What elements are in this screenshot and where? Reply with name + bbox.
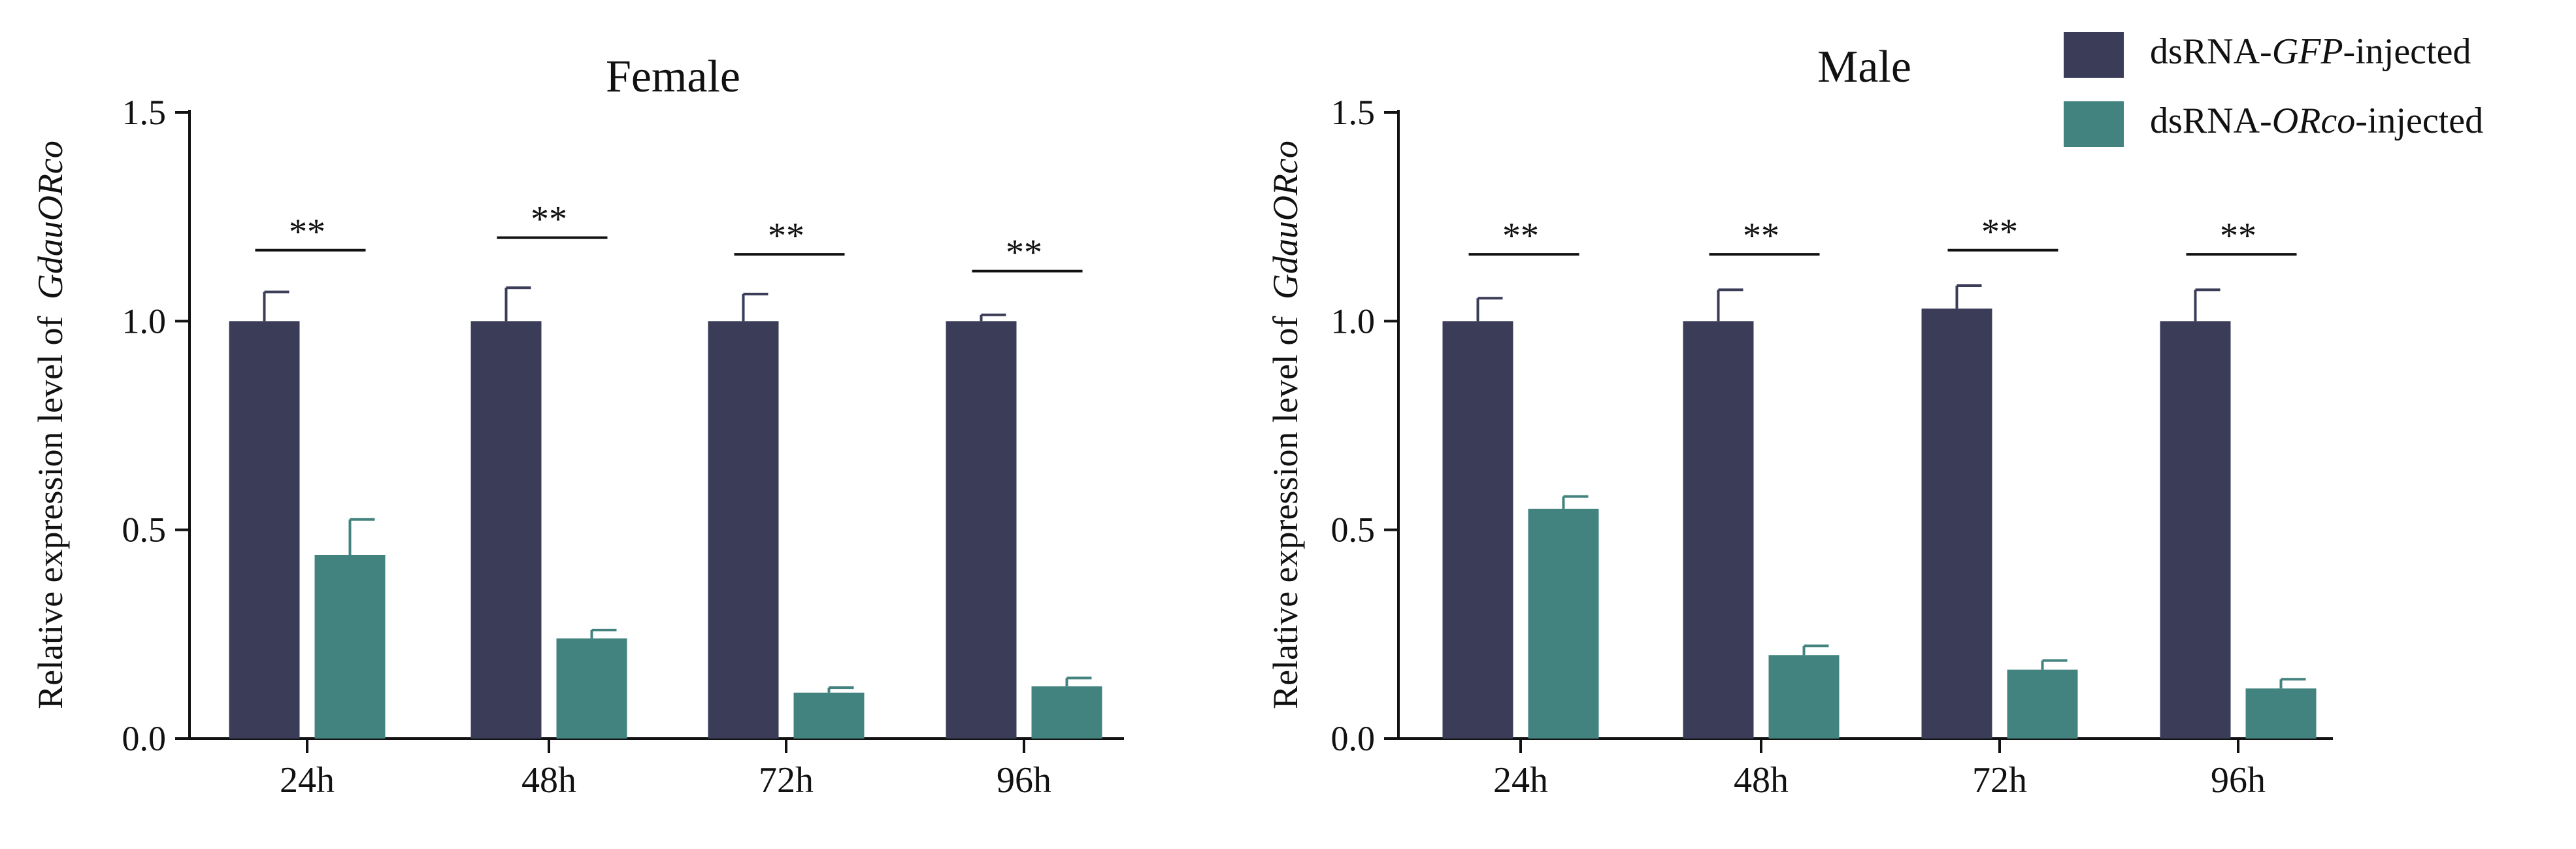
y-tick-label: 1.0 [1331, 301, 1376, 341]
significance-label: ** [768, 216, 804, 256]
significance-label: ** [289, 212, 325, 252]
x-tick-label: 48h [1734, 760, 1789, 801]
legend-label-part: ORco [2272, 101, 2356, 141]
legend-label-part: GFP [2272, 31, 2343, 72]
gfp-bar-24h [229, 321, 300, 739]
gfp-bar-72h [708, 321, 779, 739]
y-tick-label: 0.5 [1331, 510, 1376, 550]
y-tick-label: 0.0 [1331, 719, 1376, 758]
significance-label: ** [1006, 233, 1042, 273]
gfp-bar-96h [2160, 321, 2231, 739]
gfp-bar-48h [1683, 321, 1754, 739]
significance-label: ** [531, 199, 567, 240]
male-chart: 0.0 0.5 1.0 1.5 24h ** 48h ** 72h ** 96h ** Male Rela… [1266, 42, 2333, 801]
x-tick-label: 24h [280, 760, 335, 801]
significance-label: ** [1743, 216, 1779, 256]
gfp-bar-24h [1442, 321, 1513, 739]
legend-label-part: -injected [2355, 101, 2483, 141]
gfp-bar-48h [471, 321, 542, 739]
chart-title: Male [1817, 42, 1911, 92]
legend-label-1: dsRNA-ORco-injected [2150, 101, 2483, 141]
orco-bar-72h [2007, 669, 2078, 739]
significance-label: ** [1502, 216, 1539, 256]
female-chart: 0.0 0.5 1.0 1.5 24h ** 48h ** 72h ** 96h ** Female Re… [31, 52, 1124, 801]
orco-bar-24h [1528, 508, 1599, 739]
x-tick-label: 72h [759, 760, 814, 801]
y-tick-label: 1.0 [122, 301, 167, 341]
significance-label: ** [1981, 212, 2018, 252]
y-axis-label-text: Relative expression level of [1266, 307, 1305, 709]
y-tick-label: 0.0 [122, 719, 167, 758]
legend-label-part: -injected [2343, 31, 2471, 72]
gfp-bar-96h [946, 321, 1017, 739]
y-axis-label: Relative expression level of GdauORco [31, 141, 70, 709]
y-axis-label-gene: GdauORco [31, 141, 70, 299]
legend-label-part: dsRNA- [2150, 101, 2272, 141]
orco-bar-48h [1768, 655, 1840, 739]
orco-bar-96h [1031, 686, 1102, 739]
gfp-bar-72h [1921, 308, 1992, 739]
y-axis-label: Relative expression level of GdauORco [1266, 141, 1305, 709]
legend-swatch-1 [2064, 101, 2124, 147]
orco-bar-24h [314, 554, 386, 739]
x-tick-label: 96h [997, 760, 1051, 801]
chart-title: Female [606, 52, 740, 102]
x-tick-label: 48h [521, 760, 576, 801]
x-tick-label: 72h [1972, 760, 2027, 801]
orco-bar-48h [556, 638, 627, 739]
legend-label-part: dsRNA- [2150, 31, 2272, 72]
x-tick-label: 96h [2211, 760, 2266, 801]
y-tick-label: 1.5 [1331, 93, 1376, 132]
significance-label: ** [2220, 216, 2256, 256]
y-tick-label: 1.5 [122, 93, 167, 132]
legend-swatch-0 [2064, 32, 2124, 78]
orco-bar-96h [2245, 688, 2317, 739]
orco-bar-72h [793, 692, 865, 739]
x-tick-label: 24h [1493, 760, 1548, 801]
y-axis-label-gene: GdauORco [1266, 141, 1305, 299]
y-axis-label-text: Relative expression level of [31, 307, 70, 709]
legend-label-0: dsRNA-GFP-injected [2150, 31, 2471, 72]
y-tick-label: 0.5 [122, 510, 167, 550]
